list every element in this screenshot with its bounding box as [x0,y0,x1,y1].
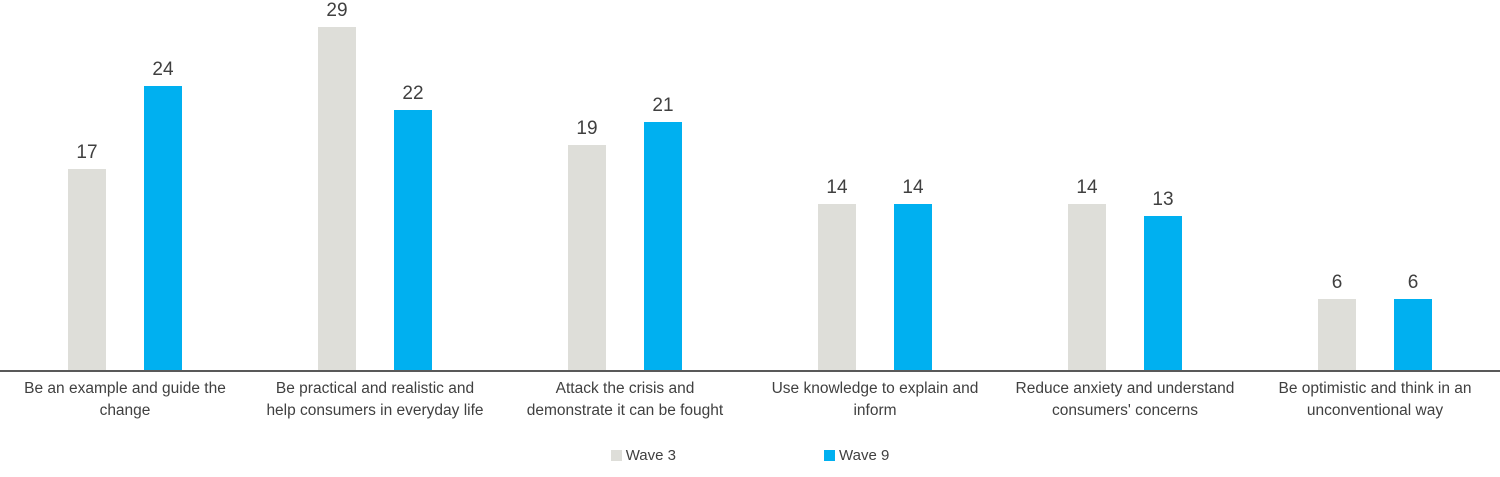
bar-column: 14 [1068,0,1106,370]
bar-wave-3 [1068,204,1106,370]
bar-value-label: 29 [326,0,348,22]
bar-wave-9 [394,110,432,370]
category-label: Be optimistic and think in an unconventi… [1278,380,1472,419]
bar-wave-3 [318,27,356,370]
bar-column: 19 [568,0,606,370]
bar-column: 6 [1318,0,1356,370]
bar-wave-3 [1318,299,1356,370]
bar-wave-3 [568,145,606,370]
legend-item-wave-9: Wave 9 [824,447,889,464]
legend-swatch-wave-9-icon [824,450,835,462]
legend-swatch-wave-3-icon [610,450,622,462]
bar-value-label: 19 [576,118,598,140]
legend-label: Wave 3 [625,447,676,465]
category-label: Reduce anxiety and understand consumers'… [1015,380,1235,419]
bar-value-label: 14 [1076,177,1098,199]
plot-area: 17 24 29 22 19 21 14 14 14 13 6 6 [0,0,1500,372]
bar-wave-9 [1144,216,1182,370]
x-axis-category-labels: Be an example and guide the change Be pra… [0,372,1500,421]
bar-value-label: 24 [152,59,174,81]
bar-wave-9 [1394,299,1432,370]
category-label: Be an example and guide the change [24,380,226,419]
category-group: 17 24 [0,0,250,370]
bar-column: 17 [68,0,106,370]
category-label: Be practical and realistic and help cons… [266,380,484,419]
bar-value-label: 22 [402,83,424,105]
bar-value-label: 13 [1152,189,1174,211]
bar-column: 14 [818,0,856,370]
bar-column: 21 [644,0,682,370]
bar-wave-3 [68,169,106,370]
legend-item-wave-3: Wave 3 [610,447,676,465]
bar-value-label: 14 [826,177,848,199]
bar-column: 24 [144,0,182,370]
bar-value-label: 14 [902,177,924,199]
bar-value-label: 17 [76,142,98,164]
category-group: 14 14 [750,0,1000,370]
bar-column: 6 [1394,0,1432,370]
chart-legend: Wave 3 Wave 9 [0,447,1500,464]
bar-value-label: 6 [1407,272,1419,294]
category-group: 14 13 [1000,0,1250,370]
bar-column: 13 [1144,0,1182,370]
category-label: Use knowledge to explain and inform [771,380,979,419]
bar-wave-9 [894,204,932,370]
bar-wave-9 [644,122,682,370]
bar-column: 22 [394,0,432,370]
bar-wave-3 [818,204,856,370]
bar-column: 29 [318,0,356,370]
category-group: 19 21 [500,0,750,370]
category-label: Attack the crisis and demonstrate it can… [526,380,724,419]
bar-column: 14 [894,0,932,370]
bar-value-label: 6 [1331,272,1343,294]
bar-value-label: 21 [652,95,674,117]
legend-label: Wave 9 [839,447,890,465]
bar-wave-9 [144,86,182,370]
category-group: 29 22 [250,0,500,370]
